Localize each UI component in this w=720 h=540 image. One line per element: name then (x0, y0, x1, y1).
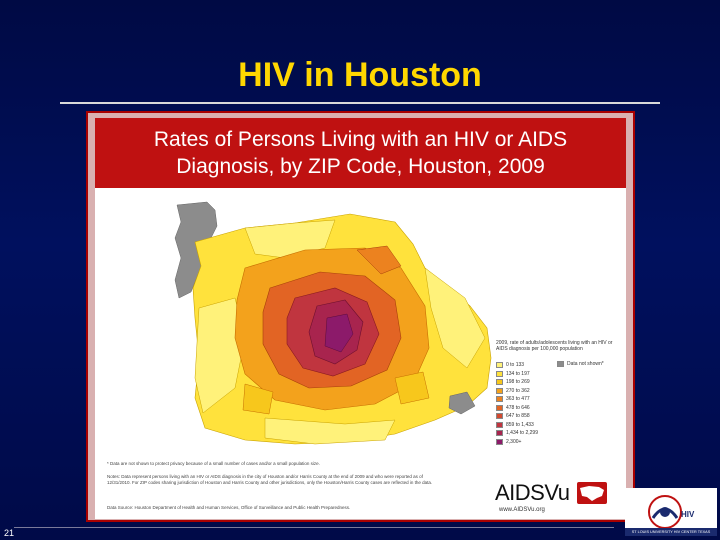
legend-label: 2,300+ (506, 438, 522, 445)
footer-divider (14, 527, 614, 528)
legend-swatch (496, 413, 503, 420)
footnote-source: Data Source: Houston Department of Healt… (107, 505, 351, 510)
legend-swatch (496, 379, 503, 386)
legend-swatch-suppressed (557, 361, 564, 367)
legend-suppressed: Data not shown* (557, 361, 604, 367)
map-region-patch-ne (356, 245, 402, 275)
legend-item: 478 to 646 (496, 404, 538, 413)
legend-item: 198 to 269 (496, 378, 538, 387)
map-region-patch-se (394, 371, 430, 405)
legend-label: 270 to 362 (506, 387, 530, 394)
legend-label: 134 to 197 (506, 370, 530, 377)
legend-swatch (496, 387, 503, 394)
legend-item: 859 to 1,433 (496, 421, 538, 430)
slide-title: HIV in Houston (238, 56, 482, 94)
legend-label: 859 to 1,433 (506, 421, 534, 428)
map-region-north (244, 219, 336, 259)
legend-label: 1,434 to 2,299 (506, 430, 538, 437)
slide-number: 21 (4, 528, 15, 538)
legend-item: 363 to 477 (496, 395, 538, 404)
badge-hiv-label: HIV (681, 510, 695, 519)
map-title-banner: Rates of Persons Living with an HIV or A… (95, 118, 626, 188)
legend-item: 2,300+ (496, 438, 538, 447)
legend-swatch (496, 362, 503, 369)
legend-swatch (496, 430, 503, 437)
legend-item: 0 to 133 (496, 361, 538, 370)
map-region-core-center (324, 313, 354, 353)
legend-label: 647 to 858 (506, 413, 530, 420)
title-divider (60, 102, 660, 104)
legend-label: 478 to 646 (506, 404, 530, 411)
legend-label: 363 to 477 (506, 396, 530, 403)
legend-swatch (496, 421, 503, 428)
map-panel: Rates of Persons Living with an HIV or A… (95, 118, 626, 519)
legend-item: 1,434 to 2,299 (496, 429, 538, 438)
aidsvu-url: www.AIDSVu.org (499, 507, 545, 513)
choropleth-map (174, 201, 492, 445)
legend-suppressed-label: Data not shown* (567, 361, 604, 367)
map-region-patch-sw (242, 383, 274, 415)
legend: 0 to 133 134 to 197 198 to 269 270 to 36… (496, 361, 538, 446)
legend-item: 647 to 858 (496, 412, 538, 421)
legend-label: 0 to 133 (506, 362, 525, 369)
badge-caption: ST LOUIS UNIVERSITY HIV CENTER TEXAS (625, 528, 717, 536)
footnote-notes: Notes: Data represent persons living wit… (107, 474, 433, 485)
legend-swatch (496, 438, 503, 445)
map-region-south (264, 417, 396, 445)
legend-swatch (496, 370, 503, 377)
legend-swatch (496, 396, 503, 403)
footnote-suppressed: * Data are not shown to protect privacy … (107, 461, 320, 466)
map-title-line2: Diagnosis, by ZIP Code, Houston, 2009 (176, 155, 545, 178)
aidsvu-logo: AIDSVu (495, 480, 570, 505)
legend-item: 270 to 362 (496, 387, 538, 396)
legend-title: 2009, rate of adults/adolescents living … (496, 340, 613, 352)
map-region-east (424, 267, 486, 369)
usa-map-icon (577, 482, 607, 504)
legend-item: 134 to 197 (496, 370, 538, 379)
badge-logo-icon (648, 495, 682, 529)
suppressed-region-southeast (448, 391, 476, 415)
map-title-line1: Rates of Persons Living with an HIV or A… (153, 128, 568, 151)
map-region-west (194, 297, 246, 414)
legend-label: 198 to 269 (506, 379, 530, 386)
legend-swatch (496, 404, 503, 411)
